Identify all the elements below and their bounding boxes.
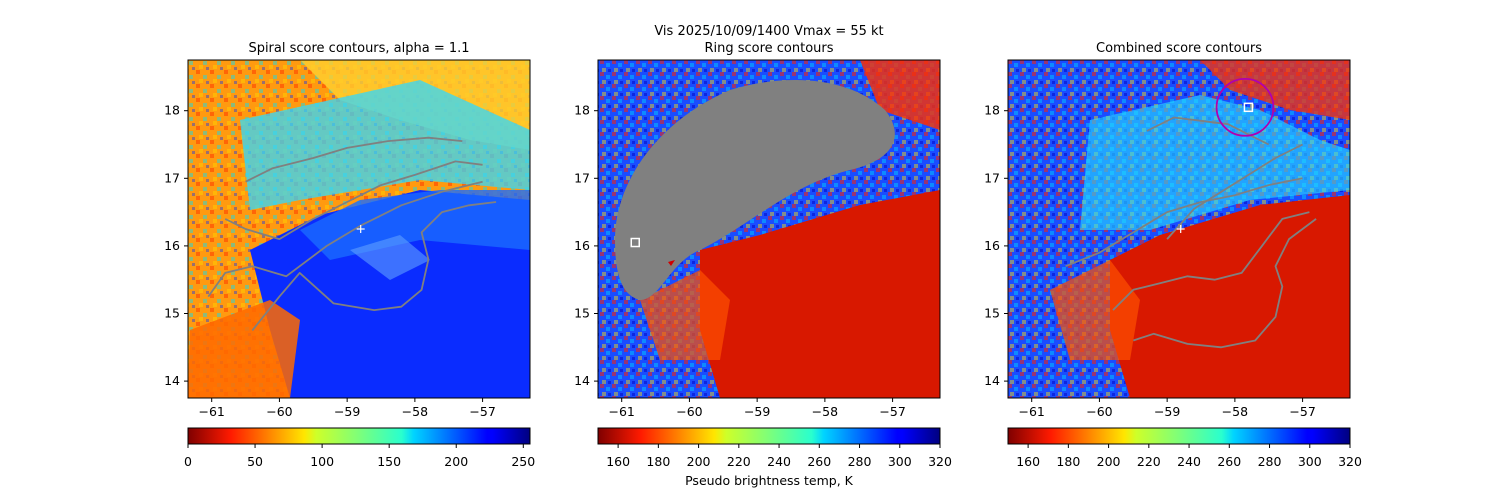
x-tick-label: −58 — [402, 404, 428, 419]
y-tick-label: 15 — [984, 306, 1000, 321]
contour-line — [224, 160, 483, 240]
panel-combined: Combined score contours −61 −60 −59 −58 −57 1… — [984, 41, 1351, 419]
x-tick-label: −59 — [744, 404, 770, 419]
colorbar-tick-label: 320 — [1338, 454, 1362, 469]
y-tick-label: 18 — [164, 103, 180, 118]
contour-line — [1133, 218, 1317, 349]
x-tick-label: −58 — [812, 404, 838, 419]
suptitle-line1: Vis 2025/10/09/1400 Vmax = 55 kt — [654, 24, 883, 39]
colorbar-tick-label: 100 — [310, 454, 334, 469]
x-tick-label: −60 — [676, 404, 702, 419]
contour-line — [1166, 143, 1304, 240]
colorbar-tick-label: 150 — [377, 454, 401, 469]
square-marker — [1243, 102, 1254, 113]
colorbar-tick-label: 240 — [1177, 454, 1201, 469]
center-marker — [630, 237, 640, 248]
colorbar-tick-label: 300 — [1298, 454, 1322, 469]
y-tick-label: 14 — [574, 373, 590, 388]
colorbar-tick-label: 250 — [511, 454, 535, 469]
contour-line — [1065, 177, 1303, 268]
colorbar-tick-label: 280 — [848, 454, 872, 469]
colorbar-tick-label: 220 — [1137, 454, 1161, 469]
y-tick-label: 17 — [164, 170, 180, 185]
x-tick-label: −61 — [609, 404, 635, 419]
contour-line — [1112, 211, 1310, 311]
contour-line — [251, 201, 497, 331]
heatmap-ring — [598, 60, 940, 398]
panel-title: Ring score contours — [704, 41, 833, 56]
contour-line — [1146, 116, 1270, 146]
colorbar-tick-label: 180 — [646, 454, 670, 469]
heatmap-spiral — [188, 60, 530, 398]
colorbar-tick-label: 160 — [606, 454, 630, 469]
panel-title: Combined score contours — [1096, 41, 1262, 56]
colorbar-tick-label: 160 — [1016, 454, 1040, 469]
y-tick-label: 15 — [574, 306, 590, 321]
colorbar-tick-label: 180 — [1056, 454, 1080, 469]
colorbar-tick-label: 200 — [687, 454, 711, 469]
y-tick-label: 15 — [164, 306, 180, 321]
y-tick-label: 17 — [574, 170, 590, 185]
x-tick-label: −57 — [469, 404, 495, 419]
colorbar-label: Pseudo brightness temp, K — [685, 473, 854, 488]
y-tick-label: 18 — [574, 103, 590, 118]
y-tick-label: 16 — [574, 238, 590, 253]
panel-ring: Ring score contours −61 −60 −59 −58 −57 14 15 1… — [574, 41, 941, 419]
y-tick-label: 16 — [984, 238, 1000, 253]
contour-lines — [1065, 116, 1317, 349]
colorbar-tick-label: 200 — [1097, 454, 1121, 469]
colorbar-tick-label: 260 — [807, 454, 831, 469]
x-tick-label: −59 — [1154, 404, 1180, 419]
x-tick-label: −58 — [1222, 404, 1248, 419]
x-tick-label: −60 — [266, 404, 292, 419]
y-tick-label: 18 — [984, 103, 1000, 118]
colorbar-spiral: 0 50 100 150 200 250 — [184, 427, 535, 469]
x-tick-label: −61 — [1019, 404, 1045, 419]
colorbar-tick-label: 280 — [1258, 454, 1282, 469]
masked-region — [615, 79, 895, 300]
y-tick-label: 14 — [984, 373, 1000, 388]
colorbar-tick-label: 200 — [444, 454, 468, 469]
x-tick-label: −57 — [879, 404, 905, 419]
contour-line — [207, 180, 483, 298]
colorbar-tick-label: 260 — [1217, 454, 1241, 469]
colorbar-tick-label: 320 — [928, 454, 952, 469]
colorbar-tick-label: 300 — [888, 454, 912, 469]
colorbar-tick-label: 240 — [767, 454, 791, 469]
panel-title: Spiral score contours, alpha = 1.1 — [248, 41, 469, 56]
colorbar-tick-label: 50 — [247, 454, 263, 469]
x-tick-label: −61 — [199, 404, 225, 419]
contour-line — [245, 136, 463, 183]
y-tick-label: 17 — [984, 170, 1000, 185]
colorbar-tick-label: 0 — [184, 454, 192, 469]
contour-lines — [207, 136, 497, 331]
eye-ring — [1215, 77, 1275, 137]
colorbar-ring: 160 180 200 220 240 260 280 300 320 — [597, 427, 952, 469]
x-tick-label: −59 — [334, 404, 360, 419]
x-tick-label: −60 — [1086, 404, 1112, 419]
y-tick-label: 14 — [164, 373, 180, 388]
colorbar-combined: 160 180 200 220 240 260 280 300 320 — [1007, 427, 1362, 469]
y-tick-label: 16 — [164, 238, 180, 253]
colorbar-tick-label: 220 — [727, 454, 751, 469]
panel-spiral: Spiral score contours, alpha = 1.1 −61 −6… — [164, 41, 531, 419]
x-tick-label: −57 — [1289, 404, 1315, 419]
heatmap-combined — [1008, 60, 1350, 398]
